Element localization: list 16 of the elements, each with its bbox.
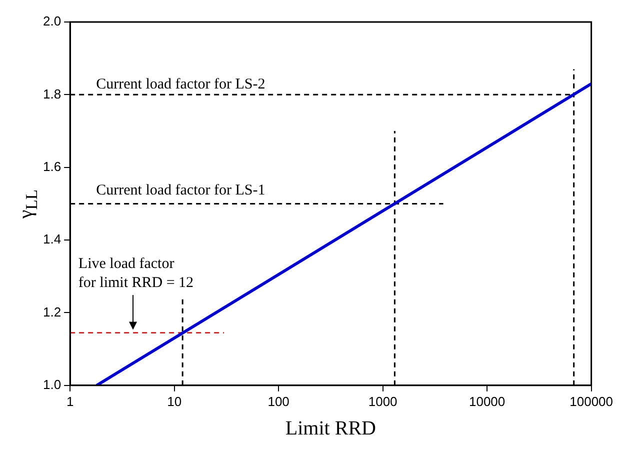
y-tick-label: 1.6 — [42, 158, 62, 174]
x-tick-label: 1000 — [368, 394, 398, 409]
x-tick-label: 10 — [167, 394, 182, 409]
x-tick-label: 1 — [66, 394, 74, 409]
y-tick-label: 1.4 — [42, 232, 62, 247]
x-axis-title: Limit RRD — [285, 417, 376, 440]
y-tick-label: 1.2 — [42, 304, 62, 320]
x-tick-label: 100000 — [570, 394, 614, 409]
annotation: Current load factor for LS-2 — [96, 76, 266, 92]
y-tick-label: 2.0 — [42, 14, 62, 29]
annotation: Current load factor for LS-1 — [96, 182, 266, 199]
y-tick-label: 1.0 — [42, 376, 62, 392]
x-tick-label: 100 — [268, 394, 290, 409]
y-tick-label: 1.8 — [42, 86, 62, 102]
annotation: Live load factor for limit RRD = 12 — [78, 256, 194, 291]
x-tick-label: 10000 — [468, 394, 506, 409]
